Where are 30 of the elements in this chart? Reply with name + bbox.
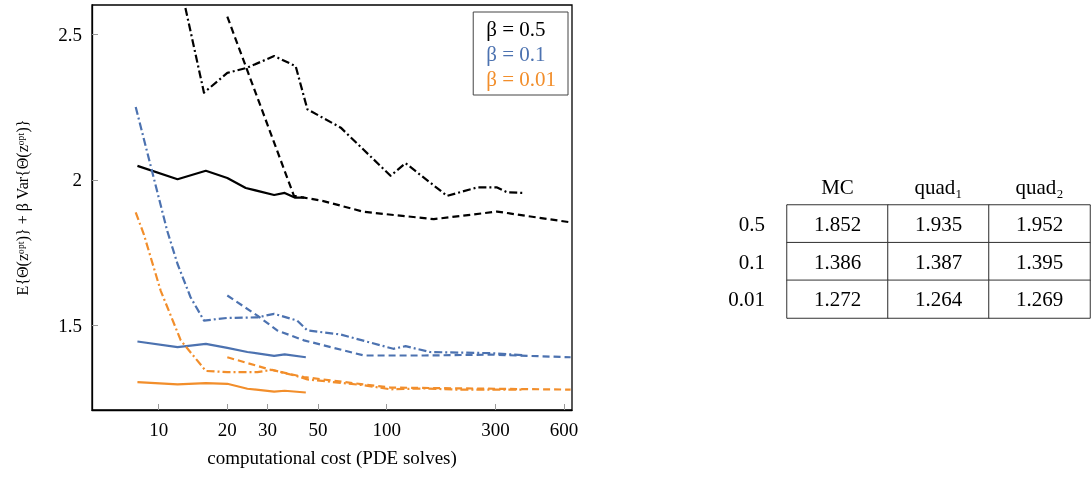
text: β = 0.1 (486, 41, 546, 66)
y-tick-label: 2 (72, 169, 82, 191)
x-tick-label: 100 (372, 419, 401, 440)
data-label: 1.387 (914, 249, 963, 274)
y-axis-title: E{Θ(zᵒᵖᵗ)} + β Var{Θ(zᵒᵖᵗ)} (13, 119, 32, 296)
data-label: 1.852 (813, 211, 862, 236)
data-label: 1.272 (813, 287, 862, 312)
y-tick-label: 2.5 (58, 23, 82, 45)
data-label: 1.264 (914, 287, 963, 312)
data-label: 1.935 (914, 211, 963, 236)
x-tick-label: 20 (217, 419, 237, 440)
x-axis-title: computational cost (PDE solves) (207, 447, 457, 469)
y-tick-label: 0.5 (738, 211, 765, 236)
x-tick-label: 600 (549, 419, 579, 440)
text: β = 0.01 (486, 66, 556, 91)
x-tick-label: 50 (308, 419, 328, 440)
x-tick-label: quad₂ (1015, 174, 1064, 199)
data-label: 1.269 (1015, 287, 1064, 312)
x-tick-label: 30 (257, 419, 277, 440)
x-tick-label: 10 (149, 419, 169, 440)
data-label: 1.386 (813, 249, 862, 274)
x-tick-label: 300 (481, 419, 510, 440)
text: β = 0.5 (486, 16, 546, 41)
data-label: 1.952 (1015, 211, 1064, 236)
y-tick-label: 0.1 (738, 249, 765, 274)
data-label: 1.395 (1015, 249, 1064, 274)
x-tick-label: quad₁ (914, 174, 963, 199)
y-tick-label: 1.5 (58, 315, 82, 336)
y-tick-label: 0.01 (728, 287, 765, 312)
x-tick-label: MC (821, 174, 854, 199)
